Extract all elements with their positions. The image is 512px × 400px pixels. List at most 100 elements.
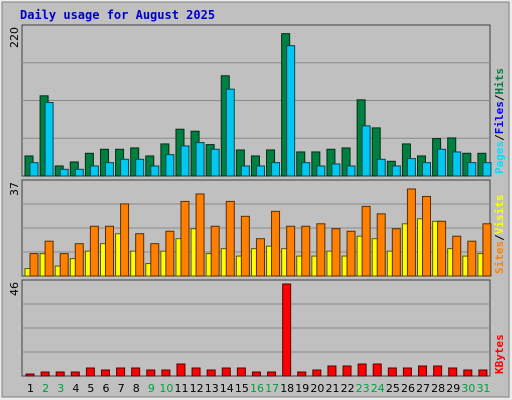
bar-kbytes-day-21 <box>327 365 337 377</box>
bar-files-day-1 <box>29 162 39 177</box>
bar-kbytes-day-30 <box>463 369 473 377</box>
bar-kbytes-day-14 <box>221 367 231 377</box>
bar-sites-day-16 <box>255 238 265 277</box>
day-label-6: 6 <box>103 382 110 395</box>
ymax-label-hits-files: 220 <box>8 27 21 48</box>
bar-files-day-18 <box>286 45 296 177</box>
day-label-26: 26 <box>401 382 415 395</box>
bar-kbytes-day-12 <box>191 367 201 377</box>
bar-kbytes-day-7 <box>116 367 126 377</box>
bar-sites-day-4 <box>74 243 84 277</box>
day-label-17: 17 <box>265 382 279 395</box>
bar-sites-day-19 <box>301 225 311 277</box>
bar-files-day-5 <box>89 165 99 177</box>
day-label-12: 12 <box>190 382 204 395</box>
bar-kbytes-day-15 <box>236 367 246 377</box>
bar-sites-day-15 <box>240 215 250 277</box>
bar-sites-day-28 <box>437 220 447 277</box>
day-label-21: 21 <box>325 382 339 395</box>
bar-files-day-6 <box>104 162 114 177</box>
day-label-11: 11 <box>175 382 189 395</box>
bar-files-day-14 <box>225 88 235 177</box>
legend-kbytes: KBytes <box>493 334 506 374</box>
bar-kbytes-day-25 <box>387 367 397 377</box>
day-label-7: 7 <box>118 382 125 395</box>
day-label-14: 14 <box>220 382 234 395</box>
bar-kbytes-day-26 <box>402 367 412 377</box>
bar-sites-day-11 <box>180 200 190 277</box>
bar-kbytes-day-29 <box>448 367 458 377</box>
day-label-25: 25 <box>386 382 400 395</box>
day-label-10: 10 <box>159 382 173 395</box>
bar-files-day-24 <box>376 158 386 177</box>
bar-files-day-10 <box>165 154 175 177</box>
bar-sites-day-24 <box>376 213 386 277</box>
bar-sites-day-2 <box>44 240 54 277</box>
day-label-29: 29 <box>446 382 460 395</box>
ymax-label-sites-visits: 37 <box>8 182 21 196</box>
bar-sites-day-30 <box>467 240 477 277</box>
bar-sites-day-18 <box>286 225 296 277</box>
bar-kbytes-day-17 <box>267 371 277 377</box>
bar-files-day-11 <box>180 145 190 177</box>
day-label-1: 1 <box>27 382 34 395</box>
legend-label-hits-files-1: / <box>493 134 506 141</box>
day-label-22: 22 <box>341 382 355 395</box>
bar-files-day-13 <box>210 148 220 177</box>
bar-kbytes-day-22 <box>342 365 352 377</box>
bar-kbytes-day-24 <box>372 363 382 377</box>
bar-sites-day-6 <box>104 225 114 277</box>
day-label-8: 8 <box>133 382 140 395</box>
day-label-5: 5 <box>87 382 94 395</box>
bar-kbytes-day-8 <box>131 367 141 377</box>
bar-kbytes-day-13 <box>206 369 216 377</box>
bar-kbytes-day-5 <box>85 367 95 377</box>
bar-files-day-28 <box>437 148 447 177</box>
legend-label-sites-visits-2: Visits <box>493 195 506 235</box>
legend-label-kbytes-0: KBytes <box>493 334 506 374</box>
day-label-23: 23 <box>356 382 370 395</box>
bar-hits-day-22 <box>341 147 351 177</box>
bar-hits-day-15 <box>235 149 245 177</box>
bar-kbytes-day-27 <box>418 365 428 377</box>
day-label-24: 24 <box>371 382 385 395</box>
bar-sites-day-9 <box>150 243 160 277</box>
legend-label-hits-files-0: Pages <box>493 141 506 174</box>
bar-sites-day-12 <box>195 193 205 277</box>
legend-label-hits-files-4: Hits <box>493 68 506 95</box>
bar-hits-day-20 <box>311 151 321 177</box>
legend-label-hits-files-3: / <box>493 94 506 101</box>
bar-files-day-16 <box>255 165 265 177</box>
bar-sites-day-20 <box>316 223 326 277</box>
legend-label-hits-files-2: Files <box>493 101 506 134</box>
bar-files-day-7 <box>120 158 130 177</box>
bar-files-day-2 <box>44 102 54 177</box>
bar-sites-day-25 <box>391 228 401 277</box>
day-label-28: 28 <box>431 382 445 395</box>
day-label-19: 19 <box>295 382 309 395</box>
bar-sites-day-3 <box>59 253 69 277</box>
ymax-label-kbytes: 46 <box>8 282 21 296</box>
day-label-20: 20 <box>310 382 324 395</box>
bar-files-day-25 <box>391 165 401 177</box>
bar-files-day-20 <box>316 165 326 177</box>
bar-sites-day-7 <box>120 203 130 277</box>
bar-files-day-4 <box>74 168 84 177</box>
bar-kbytes-day-9 <box>146 369 156 377</box>
bar-files-day-3 <box>59 168 69 177</box>
bar-sites-day-14 <box>225 200 235 277</box>
day-label-4: 4 <box>72 382 79 395</box>
bar-kbytes-day-2 <box>40 371 50 377</box>
bar-files-day-8 <box>135 158 145 177</box>
bar-sites-day-31 <box>482 223 492 277</box>
x-axis-day-labels: 1 2 3 4 5 6 7 8 9 10 11 12 13 14 15 16 17 18 19 20 21 22 23 24 2… <box>27 382 490 395</box>
bar-hits-day-24 <box>371 127 381 177</box>
bar-sites-day-27 <box>422 195 432 277</box>
bar-kbytes-day-10 <box>161 369 171 377</box>
bar-sites-day-5 <box>89 225 99 277</box>
bar-sites-day-1 <box>29 253 39 277</box>
bar-files-day-31 <box>482 162 492 177</box>
bar-kbytes-day-4 <box>70 371 80 377</box>
bar-files-day-22 <box>346 165 356 177</box>
